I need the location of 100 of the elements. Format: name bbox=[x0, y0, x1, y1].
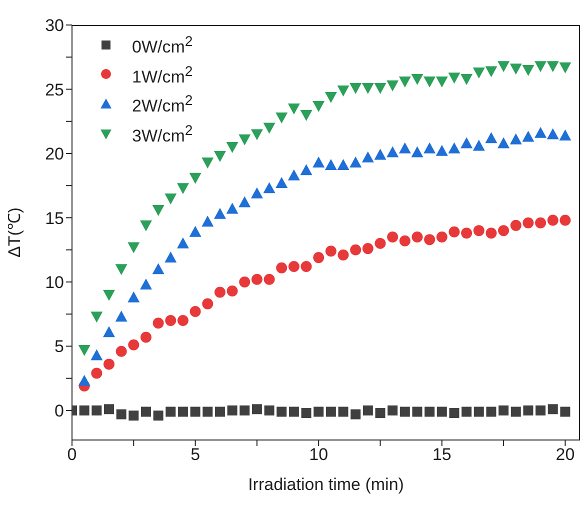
point bbox=[522, 64, 534, 76]
point bbox=[226, 285, 238, 296]
point bbox=[202, 216, 214, 227]
point bbox=[166, 406, 176, 417]
point bbox=[128, 242, 140, 254]
point bbox=[301, 408, 312, 418]
point bbox=[115, 310, 128, 322]
point bbox=[362, 151, 374, 162]
point bbox=[202, 157, 214, 168]
point bbox=[350, 82, 362, 94]
point bbox=[214, 286, 226, 298]
point bbox=[300, 110, 312, 121]
point bbox=[78, 374, 90, 386]
point bbox=[128, 410, 139, 421]
point bbox=[104, 404, 114, 414]
point bbox=[153, 410, 164, 421]
point bbox=[472, 68, 485, 79]
point bbox=[522, 130, 534, 142]
point bbox=[227, 405, 238, 416]
point bbox=[350, 156, 362, 168]
point bbox=[264, 274, 275, 285]
point bbox=[189, 226, 202, 237]
y-tick-label: 10 bbox=[45, 273, 64, 292]
point bbox=[388, 405, 398, 416]
point bbox=[178, 406, 188, 417]
point bbox=[103, 358, 114, 370]
point bbox=[300, 261, 312, 272]
point bbox=[214, 208, 226, 219]
point bbox=[536, 405, 546, 416]
point bbox=[510, 406, 521, 417]
point bbox=[460, 74, 473, 85]
point bbox=[288, 406, 299, 417]
point bbox=[90, 349, 103, 360]
point bbox=[386, 146, 399, 158]
point bbox=[152, 318, 164, 329]
point bbox=[115, 264, 128, 276]
point bbox=[560, 406, 570, 417]
x-tick-label: 15 bbox=[432, 445, 452, 464]
y-tick-label: 5 bbox=[54, 337, 64, 356]
point bbox=[326, 406, 336, 417]
x-axis-title: Irradiation time (min) bbox=[248, 475, 404, 494]
point bbox=[240, 405, 250, 416]
point bbox=[288, 104, 300, 115]
point bbox=[411, 146, 424, 158]
point bbox=[300, 164, 312, 176]
point bbox=[337, 159, 350, 170]
point bbox=[312, 156, 325, 168]
point bbox=[498, 225, 510, 236]
point bbox=[176, 183, 189, 194]
point bbox=[140, 220, 152, 232]
point bbox=[202, 298, 214, 310]
point bbox=[436, 231, 448, 242]
point bbox=[276, 406, 287, 417]
point bbox=[412, 231, 423, 242]
point bbox=[226, 202, 238, 214]
point bbox=[523, 405, 534, 416]
point bbox=[79, 405, 90, 416]
point bbox=[338, 406, 348, 417]
point bbox=[510, 64, 522, 75]
point bbox=[559, 129, 572, 140]
point bbox=[214, 151, 226, 162]
point bbox=[164, 252, 177, 263]
point bbox=[460, 137, 473, 148]
point bbox=[448, 142, 460, 154]
point bbox=[411, 74, 424, 85]
y-tick-label: 30 bbox=[45, 16, 64, 36]
point bbox=[325, 246, 336, 257]
point bbox=[424, 142, 436, 154]
point bbox=[546, 61, 559, 72]
point bbox=[399, 235, 410, 246]
legend-label: 0W/cm$^{2}$ bbox=[132, 33, 193, 59]
point bbox=[461, 228, 472, 239]
point bbox=[398, 142, 411, 154]
point bbox=[498, 61, 510, 72]
point bbox=[474, 406, 484, 417]
point bbox=[534, 126, 547, 138]
point bbox=[102, 326, 115, 338]
point bbox=[362, 405, 373, 416]
point bbox=[239, 276, 250, 288]
point bbox=[250, 129, 263, 140]
point bbox=[398, 76, 411, 88]
point bbox=[548, 404, 558, 414]
point bbox=[250, 187, 263, 198]
point bbox=[436, 406, 447, 417]
point bbox=[152, 205, 164, 216]
point bbox=[152, 263, 164, 274]
point bbox=[510, 133, 522, 144]
point bbox=[264, 405, 274, 416]
point bbox=[102, 290, 115, 301]
point bbox=[276, 177, 288, 188]
point bbox=[546, 128, 559, 140]
point bbox=[276, 262, 288, 274]
x-tick-label: 5 bbox=[190, 445, 200, 464]
legend-label: 3W/cm$^{2}$ bbox=[132, 122, 193, 148]
x-tick-label: 0 bbox=[67, 445, 77, 464]
point bbox=[189, 172, 202, 184]
point bbox=[176, 237, 189, 248]
y-tick-label: 0 bbox=[54, 401, 64, 420]
point bbox=[362, 243, 374, 254]
point bbox=[522, 217, 534, 228]
